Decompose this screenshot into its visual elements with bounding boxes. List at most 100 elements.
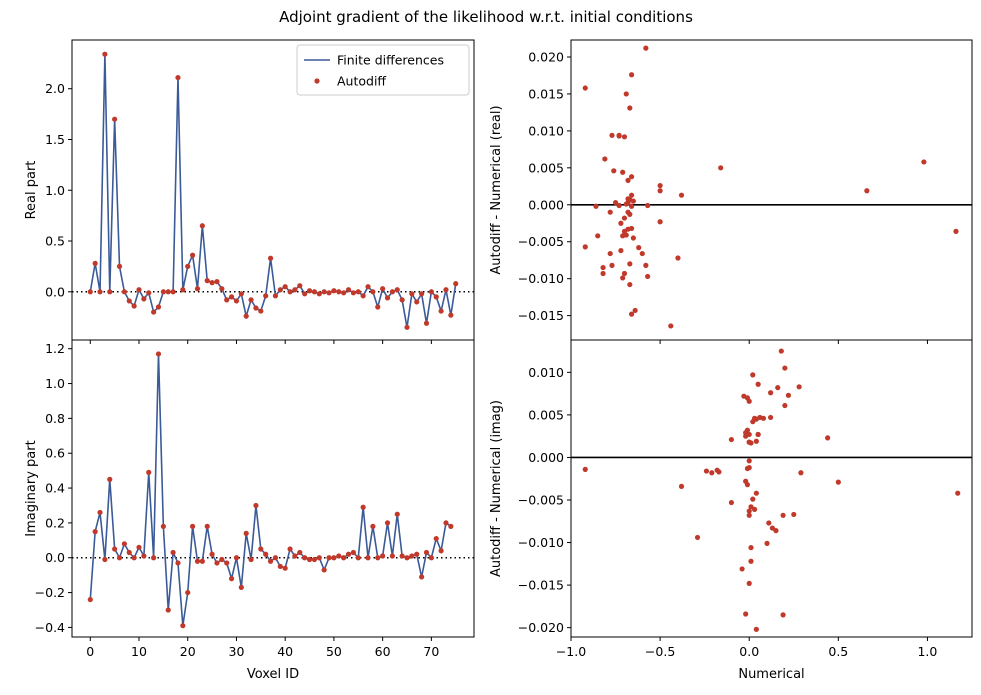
- data-point: [443, 287, 449, 293]
- data-point: [341, 555, 347, 561]
- data-point: [233, 298, 240, 304]
- data-point: [657, 188, 663, 194]
- data-point: [365, 284, 371, 290]
- data-point: [399, 297, 405, 303]
- data-point: [277, 563, 283, 570]
- data-point: [311, 556, 318, 563]
- data-point: [190, 252, 196, 258]
- data-point: [209, 280, 215, 286]
- data-point: [438, 308, 444, 314]
- data-point: [141, 553, 147, 559]
- data-point: [228, 576, 235, 582]
- legend-label: Finite differences: [337, 53, 444, 68]
- data-point: [760, 415, 767, 421]
- data-point: [621, 215, 628, 221]
- data-point: [165, 289, 171, 295]
- data-point: [611, 168, 617, 174]
- data-point: [336, 553, 342, 559]
- data-point: [248, 297, 254, 303]
- y-tick-label: 0.005: [528, 160, 564, 175]
- data-point: [185, 263, 191, 269]
- data-point: [238, 584, 244, 590]
- data-point: [835, 479, 841, 485]
- data-point: [311, 289, 318, 295]
- data-point: [146, 290, 152, 296]
- data-point: [423, 320, 430, 326]
- y-tick-label: 2.0: [45, 81, 65, 96]
- data-point: [623, 201, 629, 207]
- data-point: [267, 255, 274, 261]
- y-tick-label: 0.5: [45, 234, 65, 249]
- data-point: [141, 296, 147, 302]
- x-tick-label: −1.0: [556, 644, 586, 659]
- data-point: [582, 85, 588, 91]
- data-point: [593, 203, 599, 209]
- data-point: [755, 381, 761, 387]
- data-point: [703, 468, 710, 474]
- y-tick-label: −0.2: [35, 585, 65, 600]
- y-tick-label: 0.6: [45, 446, 65, 461]
- data-point: [136, 544, 142, 550]
- data-point: [409, 291, 415, 297]
- data-point: [297, 283, 303, 289]
- data-point: [678, 483, 685, 489]
- data-point: [355, 289, 361, 295]
- data-point: [375, 304, 381, 310]
- data-point: [582, 466, 588, 472]
- data-point: [746, 508, 752, 514]
- x-tick-label: 0.5: [828, 644, 848, 659]
- y-tick-label: 1.2: [45, 341, 65, 356]
- data-point: [180, 287, 186, 293]
- data-point: [292, 287, 298, 293]
- y-tick-label: 0.000: [528, 450, 564, 465]
- data-point: [639, 250, 645, 257]
- real-residual-axes: −0.015 −0.010 −0.005 0.000 0.005 0.010 0.015 0.…: [489, 39, 973, 344]
- data-point: [618, 220, 624, 226]
- data-point: [185, 589, 191, 596]
- data-point: [370, 523, 376, 529]
- data-point: [267, 558, 274, 564]
- data-point: [155, 351, 162, 357]
- data-point: [160, 523, 166, 529]
- data-point: [131, 555, 137, 561]
- data-point: [607, 250, 613, 257]
- data-point: [389, 289, 395, 295]
- data-point: [419, 291, 425, 297]
- data-point: [645, 273, 651, 280]
- legend-dot-swatch: [314, 78, 320, 84]
- data-point: [287, 289, 293, 295]
- data-point: [414, 551, 420, 557]
- data-point: [753, 438, 759, 444]
- data-point: [253, 305, 259, 311]
- data-point: [272, 293, 279, 299]
- data-point: [627, 105, 633, 111]
- x-tick-label: 1.0: [917, 644, 937, 659]
- data-point: [746, 398, 752, 404]
- x-tick-label: 60: [375, 644, 391, 659]
- data-point: [600, 270, 606, 277]
- data-point: [282, 284, 288, 290]
- data-point: [272, 555, 279, 561]
- data-point: [694, 534, 701, 541]
- data-point: [146, 469, 152, 475]
- y-tick-label: 0.010: [528, 123, 564, 138]
- data-point: [404, 324, 410, 330]
- data-point: [116, 555, 123, 561]
- data-point: [414, 299, 420, 305]
- data-point: [243, 313, 249, 319]
- data-point: [636, 245, 642, 251]
- data-point: [953, 228, 959, 234]
- y-tick-label: 0.015: [528, 86, 564, 101]
- data-point: [331, 555, 337, 561]
- data-point: [350, 290, 356, 296]
- data-point: [326, 555, 332, 561]
- data-point: [718, 165, 724, 171]
- data-point: [394, 287, 400, 293]
- data-point: [743, 611, 749, 617]
- data-point: [768, 414, 774, 421]
- y-tick-label: 0.0: [45, 550, 65, 565]
- data-point: [180, 623, 186, 629]
- data-point: [204, 523, 210, 529]
- data-point: [739, 566, 745, 572]
- y-tick-label: −0.015: [518, 578, 564, 593]
